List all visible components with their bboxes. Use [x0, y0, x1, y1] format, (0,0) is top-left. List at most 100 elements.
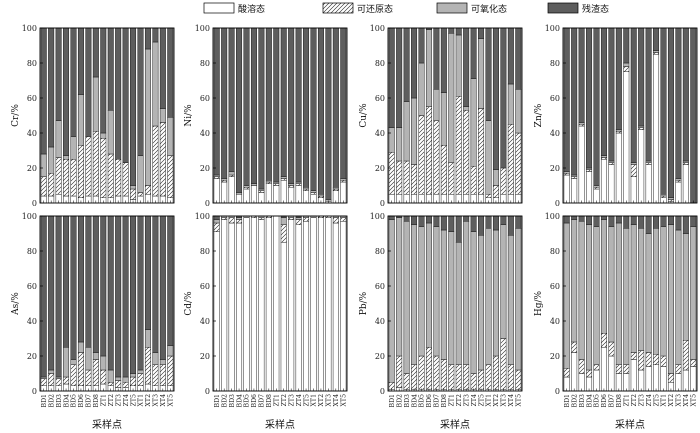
bar-segment: [273, 185, 280, 204]
y-tick-label: 60: [27, 94, 37, 103]
x-tick-label: BD1: [214, 394, 221, 408]
x-tick-label: XT1: [311, 394, 318, 407]
y-tick-label: 80: [27, 247, 37, 256]
bar-segment: [571, 341, 578, 353]
bar-segment: [675, 229, 682, 365]
bar-segment: [571, 352, 578, 392]
bar-segment: [515, 27, 522, 90]
x-tick-label: BD6: [601, 394, 608, 408]
bar-segment: [144, 347, 151, 385]
bar-segment: [250, 217, 257, 392]
y-tick-label: 40: [27, 317, 37, 326]
bar-segment: [571, 178, 578, 204]
bar-segment: [608, 355, 615, 392]
x-tick-label: ZT4: [296, 394, 303, 406]
bar-segment: [578, 125, 585, 204]
bar-segment: [85, 136, 92, 197]
bar-segment: [600, 215, 607, 220]
bar-segment: [586, 224, 593, 371]
x-tick-label: ZT4: [123, 394, 130, 406]
bar-segment: [159, 122, 166, 197]
bar-segment: [213, 174, 220, 177]
panel-7: 0 20 40 60 80 100 Hg/% BD1 BD2 BD3 BD4 BD5 BD6 BD7 BD8…: [534, 212, 697, 431]
bar-segment: [690, 27, 697, 204]
bar-segment: [690, 226, 697, 360]
bar-segment: [440, 359, 447, 390]
y-tick-label: 60: [375, 282, 385, 291]
bar-segment: [144, 48, 151, 186]
bar-segment: [455, 215, 462, 243]
bar-segment: [340, 27, 347, 179]
x-tick-label: XT3: [326, 394, 333, 407]
x-tick-label: XT3: [501, 394, 508, 407]
y-tick-label: 0: [380, 387, 385, 396]
bar-segment: [645, 352, 652, 367]
bar-segment: [144, 215, 151, 330]
bar-segment: [615, 215, 622, 224]
bar-segment: [586, 167, 593, 170]
bar-segment: [40, 215, 47, 378]
bar-segment: [152, 41, 159, 127]
bar-segment: [403, 373, 410, 390]
bar-segment: [250, 27, 257, 184]
bar-segment: [221, 181, 228, 204]
x-tick-label: ZT5: [653, 394, 660, 406]
bar-segment: [250, 185, 257, 204]
x-tick-label: BD7: [86, 394, 93, 408]
bar-segment: [492, 229, 499, 357]
bar-segment: [507, 83, 514, 125]
bar-segment: [152, 27, 159, 43]
x-tick-label: BD1: [41, 394, 48, 408]
panel-frame: [212, 27, 348, 204]
bar-segment: [682, 233, 689, 341]
y-tick-label: 100: [370, 212, 385, 221]
y-tick-label: 20: [550, 164, 560, 173]
bar-segment: [623, 27, 630, 64]
y-axis-label: Cd/%: [184, 291, 194, 316]
bar-segment: [660, 195, 667, 198]
x-axis-label: 采样点: [265, 418, 295, 431]
y-tick-label: 100: [370, 24, 385, 33]
bar-segment: [418, 115, 425, 195]
bar-segment: [55, 157, 62, 195]
x-tick-label: BD4: [586, 394, 593, 408]
bar-segment: [578, 359, 585, 374]
bar-segment: [653, 215, 660, 229]
bar-segment: [48, 369, 55, 374]
bar-segment: [630, 352, 637, 360]
bar-segment: [563, 174, 570, 204]
y-tick-label: 40: [200, 317, 210, 326]
panel-2: 0 20 40 60 80 100 Cu/%: [359, 24, 523, 208]
y-tick-label: 60: [27, 282, 37, 291]
x-tick-label: XT1: [138, 394, 145, 407]
panel-1: 0 20 40 60 80 100 Ni/%: [184, 24, 348, 208]
x-tick-label: XT4: [683, 394, 690, 407]
bar-segment: [403, 215, 410, 222]
bar-segment: [100, 27, 107, 134]
bar-segment: [152, 215, 159, 353]
bar-segment: [167, 345, 174, 357]
bar-segment: [152, 125, 159, 197]
x-tick-label: XT2: [668, 394, 675, 407]
bar-segment: [645, 215, 652, 234]
bar-segment: [130, 373, 137, 378]
bar-segment: [608, 226, 615, 343]
bar-segment: [578, 221, 585, 360]
x-tick-label: ZT5: [130, 394, 137, 406]
x-tick-label: XT1: [486, 394, 493, 407]
bar-segment: [310, 217, 317, 392]
y-tick-label: 40: [375, 129, 385, 138]
bar-segment: [221, 178, 228, 181]
y-tick-label: 100: [195, 24, 210, 33]
bar-segment: [667, 373, 674, 383]
bar-segment: [623, 373, 630, 392]
bar-segment: [40, 376, 47, 379]
bar-segment: [455, 96, 462, 195]
bar-segment: [600, 155, 607, 158]
bar-segment: [515, 215, 522, 229]
bar-segment: [388, 27, 395, 128]
bar-segment: [682, 27, 689, 162]
bar-segment: [463, 364, 470, 390]
bar-segment: [115, 380, 122, 388]
bar-segment: [615, 373, 622, 392]
